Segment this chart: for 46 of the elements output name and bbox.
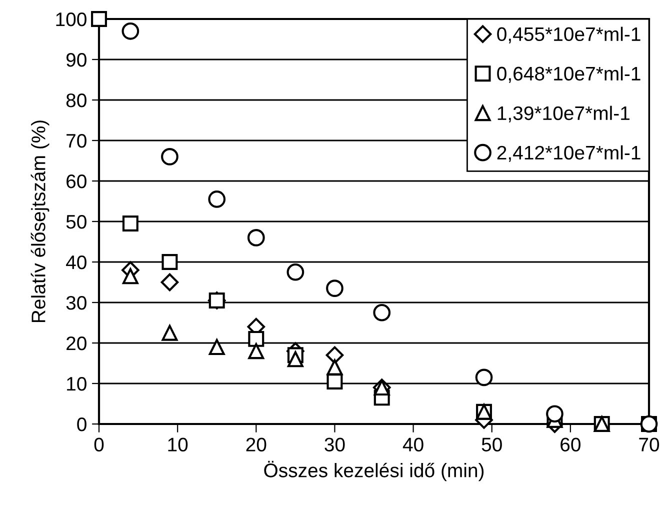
x-tick-label: 0 xyxy=(94,438,104,452)
point xyxy=(373,304,391,322)
legend-label: 0,648*10e7*ml-1 xyxy=(497,66,640,83)
point xyxy=(122,22,140,40)
y-tick-label: 50 xyxy=(66,214,86,229)
y-axis-title: Relatív élősejtszám (%) xyxy=(30,120,50,322)
point xyxy=(208,190,226,208)
point xyxy=(326,346,344,364)
point xyxy=(122,216,138,232)
y-tick-label: 40 xyxy=(66,255,86,270)
y-tick-label: 70 xyxy=(66,134,86,148)
point xyxy=(162,324,178,341)
point xyxy=(248,330,264,347)
y-tick-label: 90 xyxy=(66,52,86,67)
point xyxy=(247,229,265,246)
x-axis-title: Összes kezelési idő (min) xyxy=(264,460,484,482)
point xyxy=(208,339,225,356)
y-tick-label: 20 xyxy=(66,336,86,350)
x-tick-label: 40 xyxy=(402,438,424,452)
point xyxy=(208,292,225,308)
x-tick-label: 70 xyxy=(639,438,660,452)
legend-label: 2,412*10e7*ml-1 xyxy=(497,145,640,162)
x-tick-label: 10 xyxy=(168,438,188,452)
point xyxy=(162,254,178,270)
point xyxy=(286,263,304,281)
point xyxy=(475,368,493,386)
y-tick-label: 100 xyxy=(56,12,86,26)
point xyxy=(287,351,304,368)
y-tick-label: 60 xyxy=(66,174,86,188)
y-tick-label: 30 xyxy=(66,296,86,310)
x-tick-label: 60 xyxy=(560,438,580,452)
point xyxy=(160,273,179,292)
legend-label: 0,455*10e7*ml-1 xyxy=(497,26,640,44)
point xyxy=(326,280,344,298)
point xyxy=(122,268,138,284)
point xyxy=(161,148,178,166)
x-tick-label: 50 xyxy=(482,438,502,452)
point xyxy=(546,405,564,423)
point xyxy=(91,11,107,27)
y-tick-label: 80 xyxy=(66,93,86,108)
point xyxy=(248,343,264,360)
x-tick-label: 30 xyxy=(324,438,345,452)
legend-label: 1,39*10e7*ml-1 xyxy=(498,106,630,122)
y-tick-label: 10 xyxy=(67,376,86,391)
y-tick-label: 0 xyxy=(77,417,86,432)
x-tick-label: 20 xyxy=(246,438,266,452)
